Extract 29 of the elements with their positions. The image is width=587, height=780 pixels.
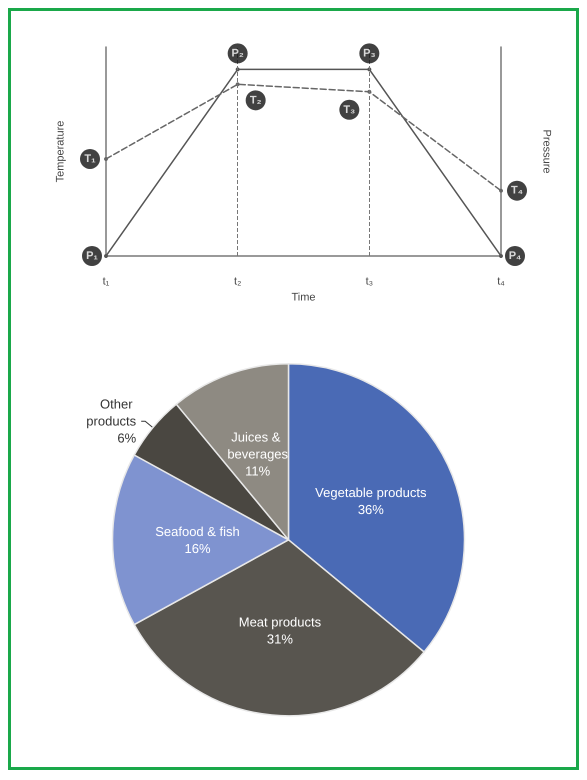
slice-label: Juices & beverages <box>227 430 289 462</box>
x-tick-label: t₁ <box>102 276 110 288</box>
annotation: P₁ <box>86 250 98 262</box>
annotation: T₃ <box>343 104 356 116</box>
data-label: 31% <box>266 631 294 646</box>
annotation: P₄ <box>508 250 522 262</box>
annotation: T₂ <box>250 94 262 106</box>
annotation: T₄ <box>511 184 523 197</box>
y2-axis-title: Pressure <box>540 129 552 174</box>
point <box>104 156 108 161</box>
x-tick-label: t₄ <box>497 276 506 288</box>
slice-label: Other products <box>86 396 137 429</box>
y-axis-title: Temperature <box>54 120 66 182</box>
x-tick-label: t₃ <box>366 276 374 288</box>
x-tick-label: t₂ <box>234 276 242 288</box>
annotation: P₂ <box>232 47 244 60</box>
point <box>104 254 108 258</box>
point <box>499 254 503 258</box>
slice-label: Seafood & fish <box>155 524 240 539</box>
slice-label: Meat products <box>238 614 322 630</box>
data-label: 11% <box>245 464 271 479</box>
data-label: 36% <box>358 502 384 518</box>
x-axis-title: Time <box>291 291 316 304</box>
annotation: T₁ <box>84 152 96 165</box>
data-label: 6% <box>117 430 137 446</box>
data-label: 16% <box>184 540 211 556</box>
point <box>499 188 503 193</box>
annotation: P₃ <box>363 47 376 60</box>
slice-label: Vegetable products <box>315 485 427 500</box>
